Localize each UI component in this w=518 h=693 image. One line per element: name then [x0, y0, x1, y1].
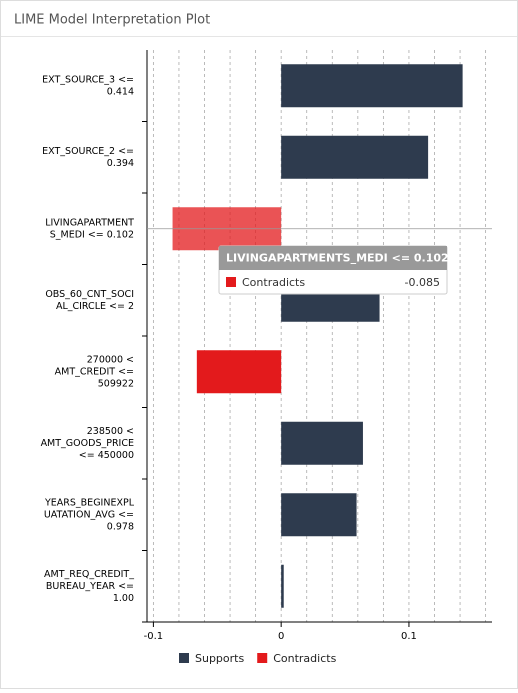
legend-label: Contradicts: [273, 652, 336, 665]
bar: [281, 135, 429, 179]
y-tick-label: OBS_60_CNT_SOCI: [45, 289, 134, 300]
legend-label: Supports: [195, 652, 244, 665]
y-tick-label: AMT_CREDIT <=: [55, 366, 134, 377]
bar: [281, 493, 357, 537]
y-tick-label: 1.00: [113, 593, 134, 604]
y-tick-label: 0.978: [107, 521, 134, 532]
y-tick-label: 0.394: [107, 158, 134, 169]
y-tick-label: AMT_GOODS_PRICE: [41, 438, 134, 449]
tooltip-title: LIVINGAPARTMENTS_MEDI <= 0.102: [226, 252, 449, 265]
y-tick-label: 509922: [98, 378, 134, 389]
y-tick-label: AMT_REQ_CREDIT_: [44, 569, 134, 580]
x-tick-label: -0.1: [144, 631, 164, 642]
y-tick-label: LIVINGAPARTMENT: [45, 217, 134, 228]
y-tick-label: 0.414: [107, 86, 134, 97]
tooltip-swatch: [226, 277, 236, 287]
x-tick-label: 0: [278, 631, 284, 642]
legend-swatch: [257, 653, 268, 663]
y-tick-label: 270000 <: [87, 354, 134, 365]
tooltip-header: [219, 246, 447, 270]
legend-swatch: [179, 653, 189, 663]
y-tick-label: 238500 <: [87, 426, 134, 437]
y-tick-label: BUREAU_YEAR <=: [46, 581, 134, 592]
tooltip-value: -0.085: [405, 276, 440, 289]
panel-title: LIME Model Interpretation Plot: [14, 13, 210, 28]
bar: [281, 64, 463, 108]
y-tick-label: AL_CIRCLE <= 2: [56, 301, 134, 312]
y-tick-label: EXT_SOURCE_2 <=: [42, 146, 134, 157]
y-tick-label: S_MEDI <= 0.102: [50, 229, 134, 240]
y-tick-label: UATATION_AVG <=: [44, 509, 134, 520]
y-tick-label: EXT_SOURCE_3 <=: [42, 74, 134, 85]
x-tick-label: 0.1: [401, 631, 417, 642]
bar: [196, 350, 282, 394]
bar: [281, 421, 363, 465]
y-tick-label: <= 450000: [79, 450, 134, 461]
y-tick-label: YEARS_BEGINEXPL: [44, 497, 135, 508]
bar: [281, 564, 284, 608]
tooltip-series: Contradicts: [242, 276, 305, 289]
